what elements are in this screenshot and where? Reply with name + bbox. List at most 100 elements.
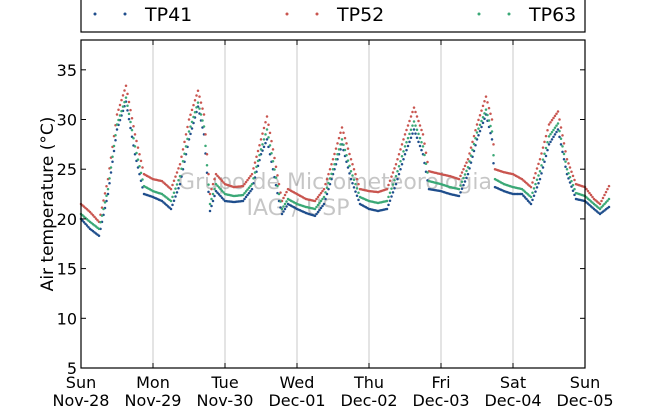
data-point (127, 100, 131, 104)
data-point (600, 206, 603, 209)
y-tick-label: 20 (57, 210, 77, 229)
x-tick-day-label: Sat (500, 373, 526, 392)
data-point (462, 167, 465, 171)
data-point (537, 162, 540, 166)
data-point (105, 185, 108, 188)
data-point (103, 201, 107, 204)
data-point (417, 140, 420, 144)
data-point (208, 209, 212, 213)
data-point (325, 177, 329, 181)
x-tick-date-label: Nov-28 (53, 391, 110, 409)
data-point (556, 128, 560, 131)
data-point (210, 197, 213, 201)
data-point (474, 129, 477, 132)
data-point (133, 145, 137, 148)
data-point (472, 134, 476, 138)
data-point (562, 152, 566, 156)
data-point (585, 187, 588, 191)
data-point (324, 191, 327, 194)
data-point (414, 132, 417, 135)
data-point (222, 181, 225, 184)
data-point (555, 130, 558, 134)
data-point (276, 184, 279, 188)
data-point (345, 142, 348, 145)
data-point (342, 131, 345, 135)
data-point (120, 98, 123, 102)
data-point (562, 142, 566, 145)
data-point (547, 123, 551, 126)
data-point (354, 172, 357, 176)
data-point (529, 195, 533, 199)
x-tick-day-label: Wed (280, 373, 315, 392)
data-point (342, 143, 345, 146)
data-point (468, 152, 471, 155)
data-point (262, 145, 266, 149)
data-point (549, 140, 552, 144)
data-point (598, 207, 602, 211)
legend-marker (123, 12, 127, 16)
data-point (469, 154, 473, 157)
data-point (99, 220, 102, 224)
data-point (349, 169, 353, 173)
data-point (475, 123, 479, 126)
data-point (217, 193, 221, 196)
data-point (532, 176, 536, 180)
data-point (339, 131, 342, 135)
data-point (340, 126, 344, 129)
legend-marker (477, 12, 481, 16)
data-point (208, 192, 212, 196)
data-point (393, 167, 396, 170)
data-point (247, 176, 251, 180)
data-point (207, 190, 210, 194)
data-point (390, 175, 393, 178)
data-point (121, 94, 125, 97)
data-point (598, 202, 602, 206)
data-point (346, 147, 350, 150)
data-point (564, 150, 567, 153)
data-point (460, 171, 464, 174)
series-tp52 (79, 84, 611, 224)
data-point (333, 152, 336, 156)
data-point (190, 127, 194, 130)
data-point (192, 103, 195, 107)
data-point (213, 194, 216, 198)
data-point (211, 199, 215, 203)
data-point (604, 190, 608, 194)
data-point (538, 158, 542, 161)
data-point (552, 128, 555, 132)
data-point (606, 187, 609, 191)
data-point (397, 164, 401, 168)
data-point (357, 198, 360, 202)
data-point (477, 118, 480, 122)
data-point (256, 159, 260, 163)
data-point (321, 204, 324, 208)
data-point (102, 199, 105, 202)
data-point (169, 207, 173, 211)
data-point (405, 128, 408, 132)
data-point (138, 164, 141, 168)
data-point (397, 153, 401, 156)
data-point (388, 191, 392, 194)
legend-box (80, 0, 586, 33)
data-point (222, 198, 225, 201)
legend-marker (285, 12, 289, 16)
data-point (250, 172, 254, 176)
data-point (114, 134, 117, 137)
data-point (411, 110, 414, 114)
data-point (426, 171, 429, 174)
data-point (568, 166, 572, 169)
data-point (265, 138, 269, 141)
data-point (571, 174, 575, 178)
data-point (348, 172, 351, 175)
data-point (552, 116, 555, 120)
data-point (318, 201, 321, 205)
data-point (531, 191, 534, 194)
data-point (211, 182, 215, 186)
data-point (253, 161, 257, 164)
data-point (556, 110, 560, 113)
data-point (340, 138, 344, 141)
data-point (84, 222, 87, 226)
data-point (417, 119, 420, 123)
data-point (129, 126, 132, 130)
data-point (406, 144, 410, 148)
